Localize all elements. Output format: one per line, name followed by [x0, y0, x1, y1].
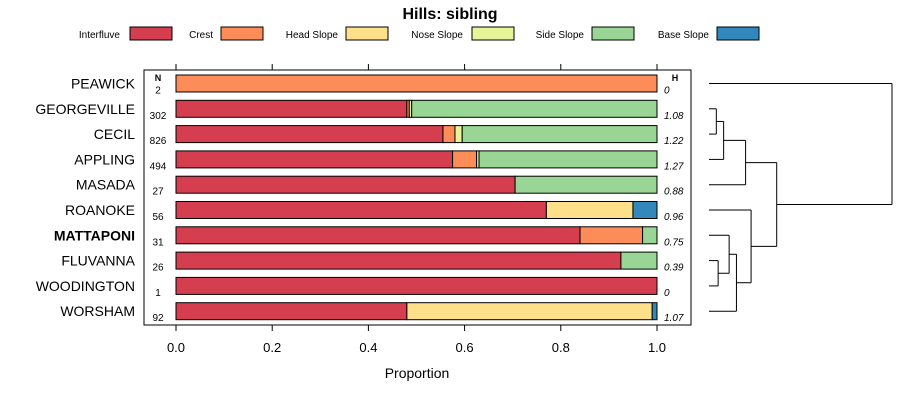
legend-swatch-side-slope: [591, 26, 635, 41]
top-ticks: [175, 64, 658, 70]
n-value: 494: [150, 161, 167, 172]
bar-segment-head-slope: [545, 201, 634, 219]
row-label: FLUVANNA: [61, 253, 135, 269]
plot-panel: [143, 69, 692, 326]
row-label: WORSHAM: [60, 303, 135, 319]
n-value: 2: [155, 86, 161, 97]
row-worsham: WORSHAM 92 1.07: [60, 302, 684, 324]
legend-label-head-slope: Head Slope: [286, 30, 339, 41]
n-value: 1: [155, 288, 161, 299]
h-value: 1.27: [664, 161, 684, 172]
chart-title: Hills: sibling: [402, 6, 497, 23]
n-value: 31: [152, 237, 164, 248]
x-axis: 0.0 0.2 0.4 0.6 0.8 1.0: [167, 325, 666, 355]
legend-label-base-slope: Base Slope: [658, 30, 710, 41]
h-value: 0: [664, 288, 670, 299]
bar-segment-crest: [452, 150, 478, 169]
row-label: ROANOKE: [65, 202, 135, 218]
bar-segment-side-slope: [642, 226, 658, 245]
row-cecil: CECIL 826 1.22: [94, 125, 684, 147]
legend-label-interfluve: Interfluve: [79, 30, 121, 41]
dendrogram: [709, 83, 893, 312]
bar-segment-side-slope: [411, 99, 658, 118]
legend: Interfluve Crest Head Slope Nose Slope Side …: [79, 26, 760, 41]
n-value: 92: [152, 313, 164, 324]
row-label: PEAWICK: [71, 76, 136, 92]
n-value: 302: [150, 111, 167, 122]
legend-label-nose-slope: Nose Slope: [411, 30, 463, 41]
row-appling: APPLING 494 1.27: [74, 150, 684, 172]
row-label: MASADA: [76, 177, 136, 193]
x-tick-label: 0.2: [263, 340, 281, 355]
legend-label-side-slope: Side Slope: [536, 30, 585, 41]
h-header: H: [672, 73, 679, 83]
h-value: 1.22: [664, 136, 684, 147]
bar-segment-side-slope: [620, 251, 658, 270]
row-label: WOODINGTON: [36, 278, 135, 294]
rows: PEAWICK 2 0 GEORGEVILLE 302 1.08 CECIL 826 1.22 A…: [35, 74, 684, 324]
row-fluvanna: FLUVANNA 26 0.39: [61, 251, 684, 274]
legend-swatch-head-slope: [345, 26, 389, 41]
x-tick-label: 1.0: [648, 340, 666, 355]
legend-swatch-base-slope: [716, 26, 760, 41]
n-value: 826: [150, 136, 167, 147]
row-woodington: WOODINGTON 1 0: [36, 276, 670, 299]
bar-segment-interfluve: [175, 276, 658, 295]
bar-segment-interfluve: [175, 251, 622, 270]
x-tick-label: 0.0: [167, 340, 185, 355]
legend-label-crest: Crest: [189, 30, 213, 41]
n-value: 56: [152, 212, 164, 223]
h-value: 0.39: [664, 263, 684, 274]
h-value: 1.08: [664, 111, 684, 122]
bar-segment-side-slope: [478, 150, 658, 169]
bar-segment-interfluve: [175, 125, 444, 144]
row-label: APPLING: [74, 151, 135, 167]
bar-segment-crest: [579, 226, 644, 245]
x-tick-label: 0.6: [456, 340, 474, 355]
h-value: 0.88: [664, 187, 684, 198]
row-label: CECIL: [94, 126, 135, 142]
legend-swatch-crest: [220, 26, 264, 41]
bar-segment-head-slope: [406, 302, 653, 321]
n-value: 27: [152, 187, 164, 198]
x-tick-label: 0.4: [359, 340, 377, 355]
row-masada: MASADA 27 0.88: [76, 175, 684, 198]
h-value: 0.75: [664, 237, 684, 248]
bar-segment-side-slope: [514, 175, 658, 194]
bar-segment-nose-slope: [454, 125, 463, 144]
h-value: 0: [664, 86, 670, 97]
bar-segment-interfluve: [175, 175, 516, 194]
x-axis-label: Proportion: [385, 365, 450, 381]
bar-segment-side-slope: [461, 125, 658, 144]
row-peawick: PEAWICK 2 0: [71, 74, 670, 97]
legend-swatch-nose-slope: [471, 26, 515, 41]
h-value: 1.07: [664, 313, 684, 324]
row-label: MATTAPONI: [54, 227, 135, 243]
n-value: 26: [152, 263, 164, 274]
bar-segment-crest: [442, 125, 456, 144]
bar-segment-interfluve: [175, 226, 581, 245]
bar-segment-base-slope: [632, 201, 658, 219]
h-value: 0.96: [664, 212, 684, 223]
x-tick-label: 0.8: [552, 340, 570, 355]
row-label: GEORGEVILLE: [35, 101, 135, 117]
legend-swatch-interfluve: [129, 26, 173, 41]
bar-segment-interfluve: [175, 201, 547, 219]
row-georgeville: GEORGEVILLE 302 1.08: [35, 99, 684, 122]
bar-segment-interfluve: [175, 99, 408, 118]
row-mattaponi: MATTAPONI 31 0.75: [54, 226, 684, 248]
bar-segment-interfluve: [175, 302, 408, 321]
n-header: N: [155, 73, 162, 83]
bar-segment-base-slope: [651, 302, 658, 321]
row-roanoke: ROANOKE 56 0.96: [65, 201, 684, 223]
bar-segment-crest: [175, 74, 658, 93]
bar-segment-interfluve: [175, 150, 454, 169]
